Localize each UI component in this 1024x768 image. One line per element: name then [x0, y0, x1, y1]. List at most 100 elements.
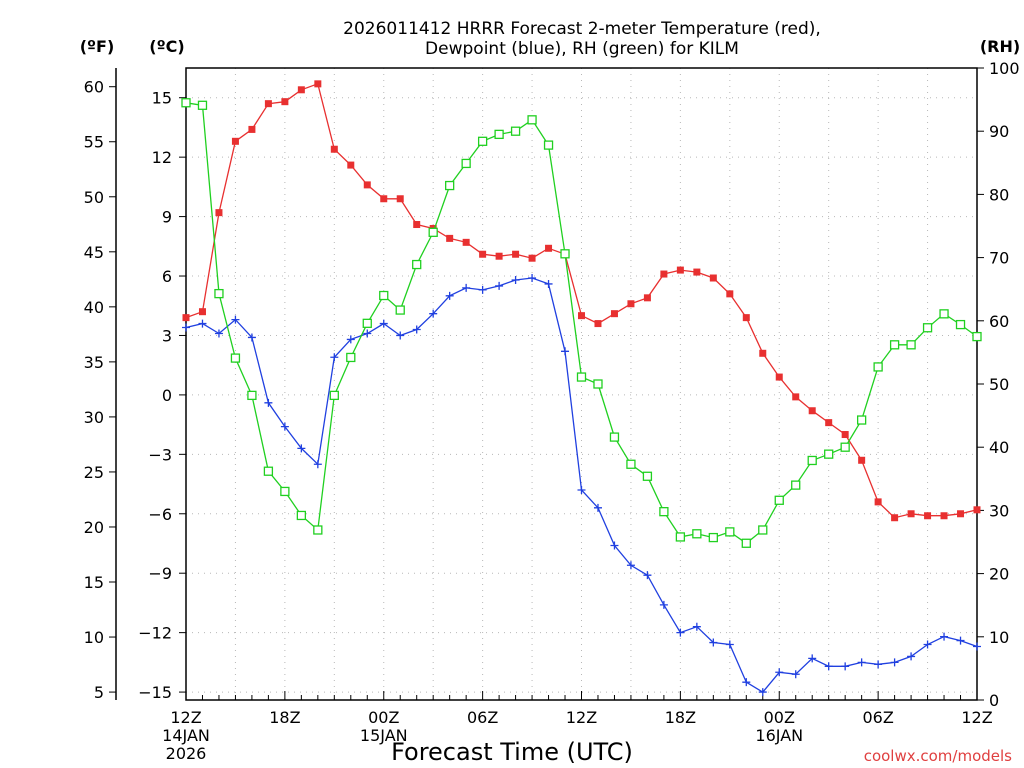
- rh-tick-label: 70: [989, 249, 1009, 268]
- fahrenheit-tick-label: 20: [84, 518, 104, 537]
- fahrenheit-tick-label: 25: [84, 463, 104, 482]
- temperature-point: [462, 238, 470, 246]
- plot-frame: [185, 67, 978, 701]
- rh-tick-label: 0: [989, 691, 999, 710]
- temperature-point: [891, 514, 899, 522]
- dewpoint-point: [643, 571, 652, 580]
- temperature-point: [446, 234, 454, 242]
- rh-point: [972, 331, 982, 342]
- rh-point: [346, 352, 356, 363]
- dewpoint-point: [297, 444, 306, 453]
- rh-point: [807, 455, 817, 466]
- series-rh: [181, 98, 982, 548]
- temperature-point: [858, 456, 866, 464]
- rh-point: [527, 115, 537, 125]
- series-dewpoint: [182, 274, 981, 697]
- rh-point: [412, 259, 422, 270]
- rh-point: [214, 288, 224, 299]
- temperature-point: [264, 100, 272, 108]
- grid: [186, 68, 977, 700]
- rh-point: [758, 525, 768, 535]
- fahrenheit-tick-label: 15: [84, 573, 104, 592]
- dewpoint-point: [577, 485, 586, 494]
- rh-point: [263, 466, 274, 476]
- rh-point: [477, 136, 488, 146]
- celsius-tick-label: 0: [162, 386, 172, 405]
- temperature-point: [231, 137, 239, 145]
- temperature-point: [396, 195, 404, 203]
- dewpoint-point: [940, 632, 949, 641]
- temperature-point: [248, 125, 256, 133]
- temperature-point: [380, 195, 388, 203]
- rh-point: [362, 318, 372, 328]
- rh-point: [247, 390, 257, 401]
- rh-tick-label: 30: [989, 501, 1009, 520]
- dewpoint-point: [857, 658, 866, 667]
- temperature-point: [940, 512, 948, 520]
- rh-point: [725, 527, 735, 537]
- rh-point: [939, 309, 949, 319]
- dewpoint-point: [379, 319, 388, 328]
- celsius-tick-label: −9: [148, 564, 172, 583]
- fahrenheit-tick-label: 30: [84, 408, 104, 427]
- dewpoint-point: [264, 398, 273, 407]
- celsius-tick-label: −6: [148, 505, 172, 524]
- rh-tick-label: 20: [989, 565, 1009, 584]
- dewpoint-point: [742, 678, 751, 687]
- x-tick-label: 00Z: [368, 708, 399, 727]
- dewpoint-point: [495, 281, 504, 290]
- dewpoint-point: [791, 670, 800, 679]
- dewpoint-point: [396, 331, 405, 340]
- rh-point: [955, 319, 966, 330]
- x-tick-label: 00Z: [764, 708, 795, 727]
- celsius-unit-label: (ºC): [149, 37, 184, 56]
- rh-unit-label: (RH): [980, 37, 1020, 56]
- rh-tick-label: 10: [989, 628, 1009, 647]
- rh-point: [873, 362, 883, 372]
- rh-point: [230, 353, 241, 363]
- dewpoint-point: [593, 503, 602, 512]
- rh-point: [428, 227, 438, 237]
- temperature-point: [215, 209, 223, 217]
- dewpoint-point: [346, 335, 355, 344]
- temperature-point: [693, 268, 701, 276]
- temperature-point: [726, 290, 734, 298]
- fahrenheit-tick-label: 50: [84, 188, 104, 207]
- rh-tick-label: 90: [989, 122, 1009, 141]
- temperature-point: [775, 373, 783, 381]
- fahrenheit-tick-label: 5: [94, 683, 104, 702]
- celsius-tick-label: −12: [138, 624, 172, 643]
- rh-tick-label: 80: [989, 185, 1009, 204]
- temperature-point: [314, 80, 322, 88]
- dewpoint-point: [676, 628, 685, 637]
- temperature-point: [874, 498, 882, 506]
- rh-point: [181, 98, 191, 108]
- temperature-point: [578, 312, 585, 320]
- temperature-point: [907, 510, 915, 518]
- rh-point: [906, 340, 916, 350]
- rh-point: [296, 510, 307, 521]
- rh-point: [395, 305, 405, 315]
- rh-tick-label: 40: [989, 438, 1009, 457]
- dewpoint-point: [511, 275, 520, 284]
- temperature-point: [676, 266, 684, 274]
- fahrenheit-tick-label: 55: [84, 133, 104, 152]
- dewpoint-point: [725, 640, 734, 649]
- dewpoint-point: [280, 422, 289, 431]
- fahrenheit-tick-label: 60: [84, 78, 104, 97]
- rh-point: [791, 480, 801, 490]
- x-tick-label: 12Z: [170, 708, 201, 727]
- dewpoint-point: [709, 638, 718, 647]
- chart-title-line1: 2026011412 HRRR Forecast 2-meter Tempera…: [343, 19, 821, 39]
- rh-point: [593, 379, 603, 389]
- temperature-point: [759, 349, 767, 357]
- dewpoint-point: [429, 309, 438, 318]
- rh-point: [461, 158, 471, 169]
- x-tick-label: 18Z: [269, 708, 300, 727]
- x-tick-label: 06Z: [467, 708, 498, 727]
- temperature-point: [330, 145, 338, 153]
- rh-point: [856, 415, 867, 425]
- celsius-tick-label: 12: [152, 148, 172, 167]
- dewpoint-point: [890, 658, 899, 667]
- celsius-tick-label: 15: [152, 89, 172, 108]
